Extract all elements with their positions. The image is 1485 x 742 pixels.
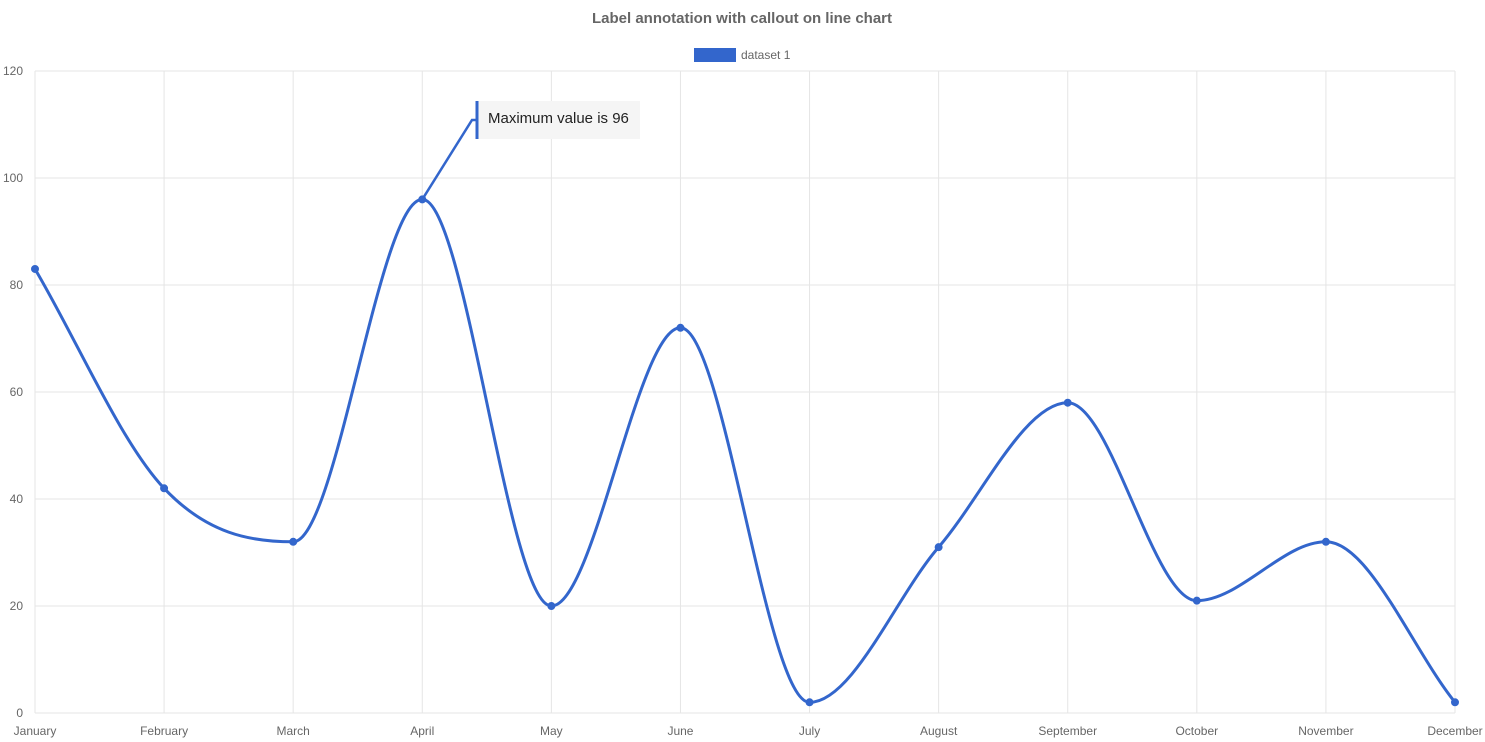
data-point[interactable] — [805, 698, 814, 707]
data-point[interactable] — [160, 484, 169, 493]
series-dataset-1 — [33, 197, 1457, 704]
x-tick-label: March — [277, 724, 310, 738]
x-tick-label: November — [1298, 724, 1353, 738]
legend[interactable]: dataset 1 — [694, 48, 791, 62]
callout-line — [421, 118, 477, 201]
x-tick-label: December — [1427, 724, 1482, 738]
y-axis-ticks: 0 20 40 60 80 100 120 — [3, 64, 23, 720]
data-point[interactable] — [1192, 596, 1201, 605]
data-point[interactable] — [676, 323, 685, 332]
chart-title: Label annotation with callout on line ch… — [592, 10, 892, 27]
y-tick-label: 0 — [16, 706, 23, 720]
y-tick-label: 100 — [3, 171, 23, 185]
y-tick-label: 120 — [3, 64, 23, 78]
x-tick-label: May — [540, 724, 563, 738]
legend-swatch[interactable] — [694, 48, 736, 62]
y-tick-label: 80 — [10, 278, 24, 292]
x-tick-label: August — [920, 724, 958, 738]
data-point[interactable] — [547, 602, 556, 610]
x-tick-label: April — [410, 724, 434, 738]
y-tick-label: 60 — [10, 385, 24, 399]
data-point[interactable] — [289, 537, 298, 546]
data-point[interactable] — [31, 264, 39, 273]
data-point[interactable] — [1451, 698, 1459, 707]
y-tick-label: 40 — [10, 492, 24, 506]
data-point[interactable] — [1321, 537, 1330, 546]
data-point[interactable] — [418, 195, 427, 204]
data-point[interactable] — [934, 543, 943, 552]
x-axis-ticks: January February March April May June July Augu… — [14, 724, 1483, 738]
x-tick-label: February — [140, 724, 188, 738]
x-tick-label: October — [1175, 724, 1218, 738]
x-tick-label: September — [1038, 724, 1097, 738]
x-tick-label: January — [14, 724, 57, 738]
series-line — [33, 197, 1457, 704]
data-points — [31, 195, 1459, 707]
x-tick-label: July — [799, 724, 820, 738]
legend-label[interactable]: dataset 1 — [741, 48, 791, 62]
callout-box — [477, 101, 640, 139]
annotation-callout: Maximum value is 96 — [421, 101, 640, 201]
y-tick-label: 20 — [10, 599, 24, 613]
data-point[interactable] — [1063, 398, 1072, 407]
grid — [34, 70, 1456, 714]
callout-label: Maximum value is 96 — [488, 110, 629, 127]
x-tick-label: June — [667, 724, 693, 738]
